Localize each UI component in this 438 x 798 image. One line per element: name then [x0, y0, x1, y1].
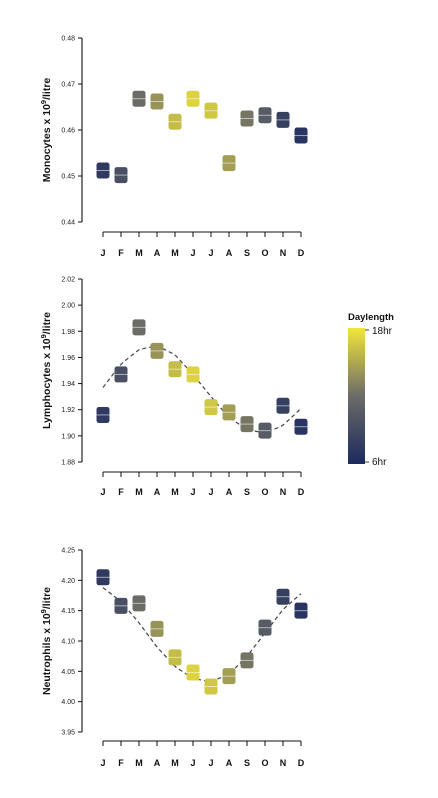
- x-tick-label: M: [135, 487, 143, 497]
- x-tick-label: S: [244, 248, 250, 258]
- x-tick-label: J: [100, 758, 105, 768]
- daylength-legend: Daylength 18hr 6hr: [348, 312, 394, 468]
- y-tick-label: 0.47: [61, 82, 75, 89]
- y-tick-label: 4.10: [61, 639, 75, 646]
- y-tick-label: 1.92: [61, 407, 75, 414]
- x-tick-label: J: [100, 248, 105, 258]
- trend-line: [102, 345, 302, 434]
- x-tick-label: M: [171, 248, 179, 258]
- x-tick-label: A: [226, 758, 233, 768]
- y-tick-label: 4.00: [61, 699, 75, 706]
- x-tick-label: M: [135, 248, 143, 258]
- x-tick-label: O: [261, 758, 268, 768]
- x-tick-label: M: [135, 758, 143, 768]
- y-tick-label: 1.90: [61, 433, 75, 440]
- y-tick-label: 4.25: [61, 548, 75, 555]
- x-tick-label: A: [154, 487, 161, 497]
- x-tick-label: J: [208, 758, 213, 768]
- x-tick-label: J: [190, 487, 195, 497]
- y-tick-label: 0.44: [61, 220, 75, 227]
- y-tick-label: 4.15: [61, 608, 75, 615]
- y-tick-label: 1.88: [61, 460, 75, 467]
- y-tick-label: 1.96: [61, 355, 75, 362]
- x-tick-label: O: [261, 248, 268, 258]
- legend-label-min: 6hr: [372, 457, 387, 468]
- x-tick-label: M: [171, 758, 179, 768]
- x-tick-label: M: [171, 487, 179, 497]
- x-tick-label: N: [280, 758, 287, 768]
- legend-label-max: 18hr: [372, 326, 393, 337]
- x-tick-label: A: [226, 487, 233, 497]
- y-axis-label: Lymphocytes x 109/litre: [39, 312, 53, 429]
- x-tick-label: O: [261, 487, 268, 497]
- x-tick-label: J: [190, 758, 195, 768]
- y-tick-label: 3.95: [61, 730, 75, 737]
- x-tick-label: D: [298, 248, 305, 258]
- y-tick-label: 2.02: [61, 277, 75, 284]
- x-tick-label: A: [154, 758, 161, 768]
- y-tick-label: 1.94: [61, 381, 75, 388]
- y-tick-label: 0.45: [61, 174, 75, 181]
- legend-colorbar: [348, 328, 365, 464]
- x-tick-label: F: [118, 248, 124, 258]
- x-tick-label: N: [280, 487, 287, 497]
- x-tick-label: J: [100, 487, 105, 497]
- x-tick-label: J: [208, 248, 213, 258]
- neutrophils-panel: 3.954.004.054.104.154.204.25J F M A M J J A S O N D…: [39, 548, 308, 768]
- y-axis-label: Neutrophils x 109/litre: [39, 587, 53, 695]
- legend-title: Daylength: [348, 312, 394, 323]
- x-tick-label: J: [190, 248, 195, 258]
- x-tick-label: S: [244, 758, 250, 768]
- y-tick-label: 2.00: [61, 303, 75, 310]
- x-tick-label: J: [208, 487, 213, 497]
- x-tick-label: S: [244, 487, 250, 497]
- y-tick-label: 4.05: [61, 669, 75, 676]
- y-tick-label: 4.20: [61, 578, 75, 585]
- x-tick-label: N: [280, 248, 287, 258]
- x-tick-label: A: [154, 248, 161, 258]
- x-tick-label: D: [298, 487, 305, 497]
- lymphocytes-panel: 1.881.901.921.941.961.982.002.02J F M A M J J A…: [39, 277, 308, 497]
- x-tick-label: A: [226, 248, 233, 258]
- monocytes-panel: 0.440.450.460.470.48J F M A M J J A S O N DMonocyte…: [39, 36, 308, 258]
- y-tick-label: 0.48: [61, 36, 75, 43]
- y-tick-label: 0.46: [61, 128, 75, 135]
- y-axis-label: Monocytes x 109/litre: [39, 78, 53, 183]
- y-tick-label: 1.98: [61, 329, 75, 336]
- x-tick-label: F: [118, 758, 124, 768]
- x-tick-label: D: [298, 758, 305, 768]
- x-tick-label: F: [118, 487, 124, 497]
